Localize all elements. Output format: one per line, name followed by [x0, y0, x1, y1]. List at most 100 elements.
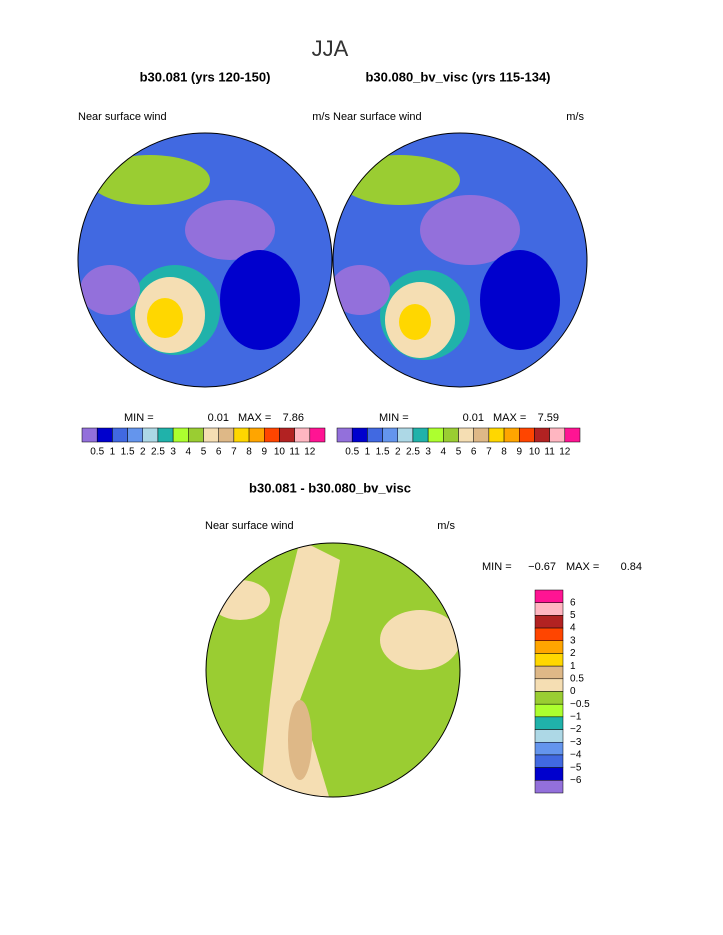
min-label: MIN = — [124, 412, 154, 424]
colorbar-box — [412, 427, 429, 443]
colorbar-box — [142, 427, 159, 443]
map-outline — [205, 542, 461, 798]
panel-title: b30.081 (yrs 120-150) — [140, 69, 271, 84]
colorbar-box — [534, 427, 550, 443]
colorbar-label: 11 — [289, 447, 300, 458]
colorbar-box — [427, 427, 444, 443]
max-value: 7.86 — [283, 412, 304, 424]
colorbar-label: 9 — [516, 447, 522, 458]
colorbar-label: 4 — [570, 623, 576, 634]
colorbar-label: 10 — [274, 447, 286, 458]
colorbar-label: 12 — [559, 447, 571, 458]
colorbar-box — [294, 427, 311, 443]
colorbar-box — [534, 703, 564, 718]
colorbar-label: −1 — [570, 712, 582, 723]
colorbar-label: 4 — [441, 447, 447, 458]
colorbar-label: 2.5 — [151, 447, 165, 458]
colorbar-label: 3 — [170, 447, 176, 458]
field-label: Near surface wind — [78, 111, 167, 123]
colorbar-label: 6 — [216, 447, 222, 458]
map — [206, 543, 460, 797]
colorbar-label: 5 — [570, 610, 576, 621]
colorbar-label: 1 — [365, 447, 371, 458]
colorbar-box — [367, 427, 383, 443]
colorbar-box — [534, 678, 564, 692]
min-label: MIN = — [482, 561, 512, 573]
colorbar-box — [488, 427, 505, 443]
colorbar-label: −0.5 — [570, 699, 590, 710]
max-label: MAX = — [493, 412, 526, 424]
colorbar-label: 6 — [471, 447, 477, 458]
colorbar-label: −5 — [570, 762, 582, 773]
map — [78, 133, 332, 387]
map-outline — [332, 132, 588, 388]
colorbar-label: 0.5 — [345, 447, 359, 458]
colorbar-label: 1.5 — [121, 447, 135, 458]
colorbar-box — [157, 427, 174, 443]
colorbar-box — [203, 427, 219, 443]
colorbar-label: −6 — [570, 775, 582, 786]
colorbar-box — [534, 627, 564, 641]
map-outline — [77, 132, 333, 388]
colorbar-label: 9 — [261, 447, 267, 458]
max-value: 7.59 — [538, 412, 559, 424]
colorbar-box — [458, 427, 474, 443]
colorbar-label: 1 — [110, 447, 116, 458]
colorbar-box — [397, 427, 414, 443]
colorbar-box — [473, 427, 490, 443]
min-value: 0.01 — [208, 412, 229, 424]
colorbar-label: 2.5 — [406, 447, 420, 458]
colorbar-box — [336, 427, 353, 443]
colorbar-box — [534, 780, 564, 794]
colorbar-box — [188, 427, 204, 443]
min-label: MIN = — [379, 412, 409, 424]
max-label: MAX = — [238, 412, 271, 424]
colorbar-label: 7 — [486, 447, 492, 458]
panel-title: b30.080_bv_visc (yrs 115-134) — [365, 69, 550, 84]
colorbar-box — [534, 754, 564, 768]
colorbar-label: 3 — [570, 635, 576, 646]
colorbar-box — [503, 427, 520, 443]
max-label: MAX = — [566, 561, 599, 573]
units-label: m/s — [437, 520, 455, 532]
colorbar-box — [549, 427, 566, 443]
colorbar-label: 5 — [201, 447, 207, 458]
colorbar-label: 0 — [570, 686, 576, 697]
colorbar-box — [534, 589, 564, 603]
colorbar-label: −3 — [570, 737, 582, 748]
colorbar-box — [81, 427, 98, 443]
colorbar-box — [172, 427, 189, 443]
min-value: −0.67 — [528, 561, 556, 573]
colorbar-label: 0.5 — [90, 447, 104, 458]
colorbar-label: 11 — [544, 447, 555, 458]
colorbar-label: 1.5 — [376, 447, 390, 458]
colorbar-box — [534, 653, 564, 667]
colorbar-label: 1 — [570, 661, 576, 672]
colorbar-label: 2 — [140, 447, 146, 458]
colorbar-box — [534, 767, 564, 781]
colorbar-box — [534, 742, 564, 756]
field-label: Near surface wind — [333, 111, 422, 123]
colorbar-box — [534, 691, 564, 705]
panel-title: b30.081 - b30.080_bv_visc — [249, 480, 411, 495]
colorbar-box — [534, 602, 564, 616]
colorbar-box — [96, 427, 113, 443]
colorbar-box — [248, 427, 265, 443]
colorbar-label: 8 — [246, 447, 252, 458]
field-label: Near surface wind — [205, 520, 294, 532]
figure-title: JJA — [312, 36, 349, 61]
colorbar-box — [534, 729, 564, 743]
colorbar-label: 2 — [395, 447, 401, 458]
colorbar-box — [264, 427, 280, 443]
colorbar-box — [279, 427, 295, 443]
colorbar-label: 8 — [501, 447, 507, 458]
colorbar-box — [534, 665, 564, 680]
colorbar-label: 2 — [570, 648, 576, 659]
colorbar-label: 3 — [425, 447, 431, 458]
colorbar-label: 7 — [231, 447, 237, 458]
units-label: m/s — [312, 111, 330, 123]
colorbar-box — [233, 427, 250, 443]
map — [333, 133, 587, 387]
colorbar-box — [534, 615, 564, 629]
colorbar-box — [534, 640, 564, 654]
